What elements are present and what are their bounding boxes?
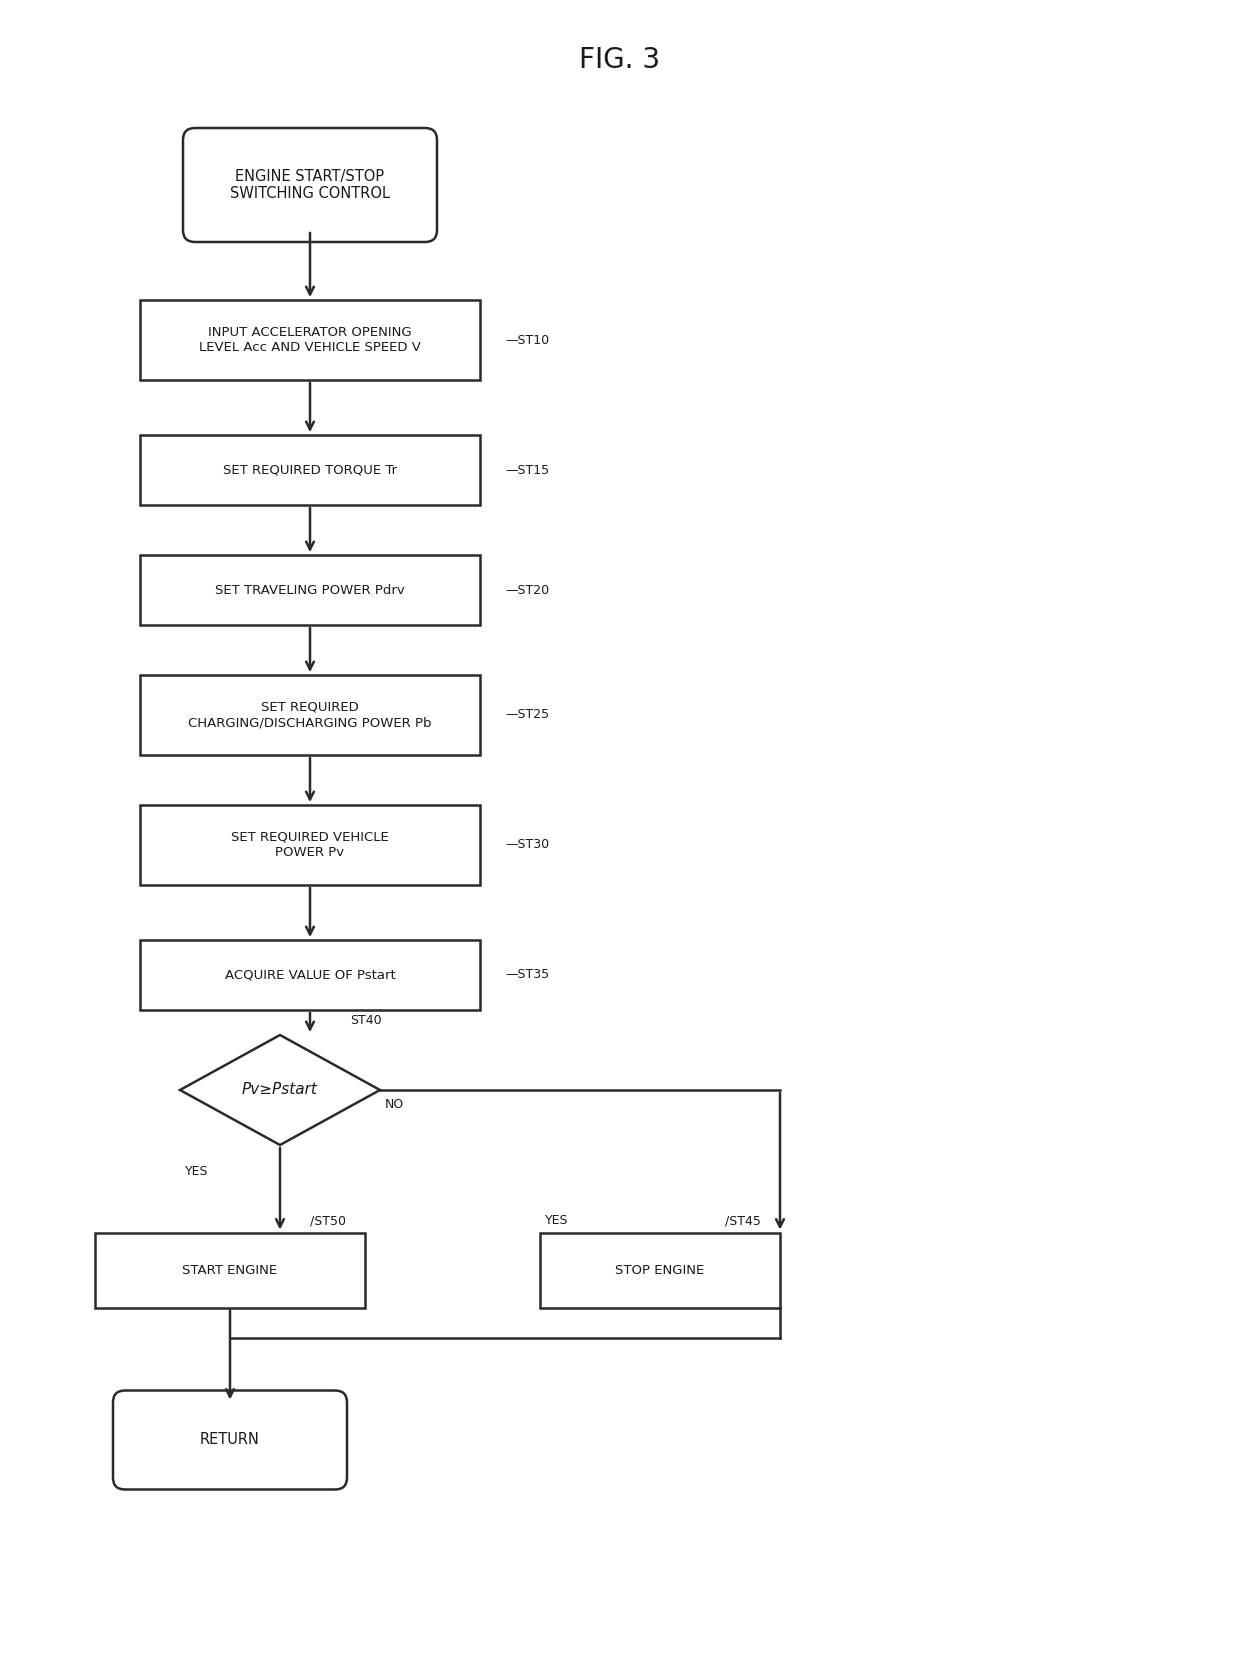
- Bar: [140, 435, 480, 505]
- Text: SET REQUIRED VEHICLE
POWER Pv: SET REQUIRED VEHICLE POWER Pv: [231, 831, 389, 859]
- Text: —ST35: —ST35: [505, 969, 549, 982]
- Bar: [140, 675, 480, 755]
- Bar: [140, 301, 480, 381]
- Bar: [140, 941, 480, 1010]
- FancyBboxPatch shape: [113, 1391, 347, 1489]
- Text: START ENGINE: START ENGINE: [182, 1263, 278, 1276]
- Text: —ST25: —ST25: [505, 708, 549, 721]
- Bar: [140, 804, 480, 884]
- Text: STOP ENGINE: STOP ENGINE: [615, 1263, 704, 1276]
- Text: /ST50: /ST50: [310, 1215, 346, 1228]
- Text: ST40: ST40: [350, 1014, 382, 1027]
- FancyBboxPatch shape: [184, 128, 436, 243]
- Text: SET REQUIRED TORQUE Tr: SET REQUIRED TORQUE Tr: [223, 464, 397, 477]
- Polygon shape: [180, 1035, 379, 1145]
- Text: RETURN: RETURN: [200, 1433, 260, 1448]
- Text: —ST30: —ST30: [505, 839, 549, 851]
- Text: FIG. 3: FIG. 3: [579, 47, 661, 75]
- Text: SET TRAVELING POWER Pdrv: SET TRAVELING POWER Pdrv: [215, 583, 405, 597]
- Bar: [140, 555, 480, 625]
- Text: Pv≥Pstart: Pv≥Pstart: [242, 1082, 317, 1097]
- Text: SET REQUIRED
CHARGING/DISCHARGING POWER Pb: SET REQUIRED CHARGING/DISCHARGING POWER …: [188, 701, 432, 730]
- Bar: [539, 1233, 780, 1308]
- Text: NO: NO: [384, 1099, 404, 1110]
- Text: ENGINE START/STOP
SWITCHING CONTROL: ENGINE START/STOP SWITCHING CONTROL: [229, 170, 391, 201]
- Text: —ST10: —ST10: [505, 334, 549, 346]
- Text: /ST45: /ST45: [725, 1215, 761, 1228]
- Text: YES: YES: [546, 1215, 568, 1228]
- Text: INPUT ACCELERATOR OPENING
LEVEL Acc AND VEHICLE SPEED V: INPUT ACCELERATOR OPENING LEVEL Acc AND …: [200, 326, 420, 354]
- Text: YES: YES: [185, 1165, 208, 1178]
- Text: —ST15: —ST15: [505, 464, 549, 477]
- Bar: [95, 1233, 365, 1308]
- Text: —ST20: —ST20: [505, 583, 549, 597]
- Text: ACQUIRE VALUE OF Pstart: ACQUIRE VALUE OF Pstart: [224, 969, 396, 982]
